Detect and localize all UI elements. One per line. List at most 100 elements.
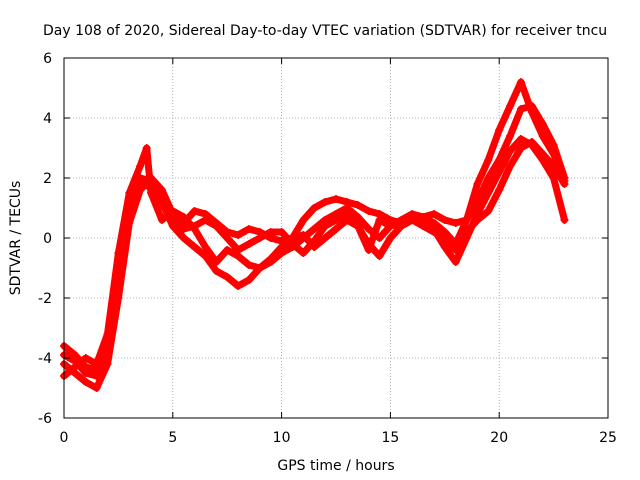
y-tick-label: 6: [43, 51, 52, 67]
data-point: [429, 219, 438, 227]
data-point: [190, 225, 199, 233]
data-point: [179, 213, 188, 221]
data-point: [332, 195, 340, 203]
data-point: [310, 225, 319, 233]
x-tick-label: 0: [60, 430, 69, 446]
y-tick-label: 2: [43, 171, 52, 187]
data-point: [114, 249, 123, 257]
data-point: [353, 201, 362, 209]
data-point: [81, 369, 90, 377]
data-point: [299, 216, 308, 224]
data-point: [375, 216, 384, 224]
data-point: [190, 243, 199, 251]
data-point: [473, 180, 482, 188]
y-tick-label: -4: [38, 351, 52, 367]
data-point: [429, 210, 438, 218]
data-point: [147, 189, 156, 197]
data-point: [495, 186, 504, 194]
data-point: [506, 162, 515, 170]
data-point: [234, 282, 243, 290]
data-point: [516, 135, 525, 143]
data-point: [527, 141, 536, 149]
data-point: [342, 216, 351, 224]
data-point: [81, 378, 90, 386]
data-point: [484, 189, 493, 197]
y-tick-label: 4: [43, 111, 52, 127]
chart-title: Day 108 of 2020, Sidereal Day-to-day VTE…: [43, 23, 607, 39]
data-point: [103, 330, 112, 338]
data-point: [157, 198, 166, 206]
data-point: [516, 105, 525, 113]
data-point: [495, 168, 504, 176]
data-point: [451, 258, 460, 266]
data-point: [288, 234, 297, 242]
data-point: [70, 363, 79, 371]
data-point: [386, 222, 395, 230]
data-point: [142, 144, 151, 152]
data-point: [212, 258, 221, 266]
data-point: [244, 225, 253, 233]
data-point: [440, 243, 449, 251]
data-point: [506, 102, 515, 110]
data-point: [321, 216, 330, 224]
data-point: [201, 216, 210, 224]
data-point: [168, 207, 177, 215]
x-tick-label: 15: [381, 430, 399, 446]
data-point: [549, 174, 558, 182]
data-point: [223, 273, 232, 281]
plot-frame: [63, 57, 609, 419]
data-point: [364, 207, 373, 215]
data-point: [223, 234, 232, 242]
data-point: [310, 243, 319, 251]
data-point: [212, 222, 221, 230]
data-point: [244, 261, 253, 269]
data-point: [244, 240, 253, 248]
data-point: [342, 204, 351, 212]
axis-ticks: 0 5 10 15 20 25 -6 -4 -2 0 2 4 6: [38, 51, 617, 446]
data-point: [288, 243, 297, 251]
data-point: [397, 216, 406, 224]
data-point: [538, 132, 547, 140]
data-point: [190, 207, 199, 215]
data-point: [321, 234, 330, 242]
data-point: [473, 210, 482, 218]
data-point: [179, 225, 188, 233]
data-point: [408, 210, 417, 218]
data-point: [321, 198, 330, 206]
y-tick-label: 0: [43, 231, 52, 247]
data-series: [60, 78, 569, 392]
series-line: [60, 78, 568, 380]
data-point: [277, 243, 286, 251]
data-point: [506, 147, 515, 155]
data-point: [299, 231, 308, 239]
data-point: [419, 213, 428, 221]
data-point: [484, 156, 493, 164]
data-point: [332, 225, 340, 233]
data-point: [136, 162, 145, 170]
data-point: [484, 174, 493, 182]
data-point: [255, 264, 264, 272]
data-point: [125, 189, 134, 197]
data-point: [332, 210, 340, 218]
x-tick-label: 5: [168, 430, 177, 446]
data-point: [527, 108, 536, 116]
data-point: [201, 243, 210, 251]
y-tick-label: -2: [38, 291, 52, 307]
data-point: [168, 222, 177, 230]
data-point: [310, 204, 319, 212]
data-point: [277, 228, 286, 236]
data-point: [462, 216, 471, 224]
data-point: [353, 222, 362, 230]
data-point: [451, 240, 460, 248]
data-point: [266, 228, 275, 236]
data-point: [560, 216, 569, 224]
y-tick-label: -6: [38, 411, 52, 427]
data-point: [506, 132, 515, 140]
data-point: [516, 144, 525, 152]
data-point: [538, 156, 547, 164]
data-point: [495, 126, 504, 134]
data-point: [364, 246, 373, 254]
x-tick-label: 20: [490, 430, 508, 446]
data-point: [103, 348, 112, 356]
